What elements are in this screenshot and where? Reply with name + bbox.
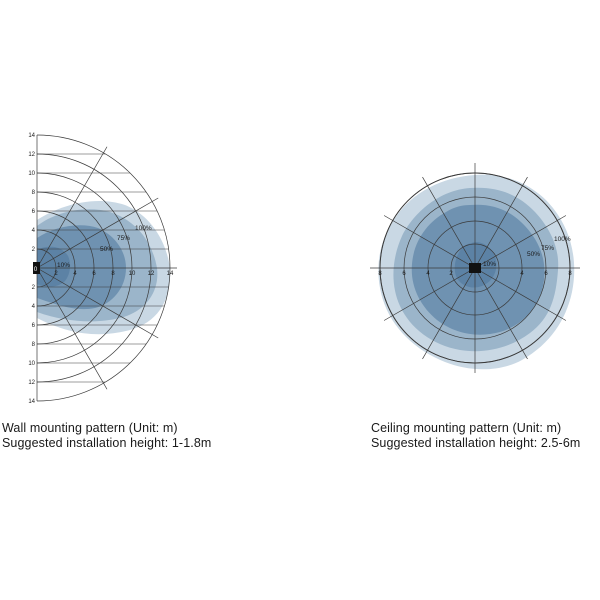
- ceiling-x-tick-right: 8: [568, 271, 572, 277]
- wall-x-tick: 14: [167, 271, 174, 277]
- wall-caption-height: Suggested installation height: 1-1.8m: [2, 436, 212, 450]
- wall-origin-label: 0: [34, 267, 38, 273]
- wall-y-tick-upper: 2: [32, 247, 36, 253]
- wall-y-tick-lower: 6: [32, 323, 36, 329]
- ceiling-x-tick-left: 4: [426, 271, 430, 277]
- ceiling-x-tick-left: 8: [378, 271, 382, 277]
- wall-y-tick-upper: 14: [28, 133, 35, 139]
- ceiling-x-tick-right: 6: [544, 271, 548, 277]
- ceiling-x-tick-right: 4: [520, 271, 524, 277]
- wall-y-tick-lower: 14: [28, 399, 35, 405]
- wall-zone-label-75: 75%: [117, 235, 130, 242]
- wall-zone-label-100: 100%: [135, 225, 152, 232]
- wall-y-ticks-upper: 2 4 6 8 10 12 14: [28, 133, 35, 253]
- wall-x-tick: 6: [92, 271, 96, 277]
- wall-y-tick-lower: 10: [28, 361, 35, 367]
- ceiling-x-tick-left: 2: [449, 271, 453, 277]
- ceiling-zone-label-50: 50%: [527, 251, 540, 258]
- ceiling-sensor: [469, 263, 481, 273]
- ceiling-zone-label-75: 75%: [541, 245, 554, 252]
- wall-x-tick: 12: [148, 271, 155, 277]
- wall-zone-10: [37, 246, 71, 287]
- wall-radial-line: [36, 267, 108, 390]
- wall-y-ticks-lower: 2 4 6 8 10 12 14: [28, 285, 35, 405]
- wall-y-tick-upper: 6: [32, 209, 36, 215]
- wall-y-tick-lower: 8: [32, 342, 36, 348]
- wall-y-tick-lower: 4: [32, 304, 36, 310]
- wall-x-tick: 8: [111, 271, 115, 277]
- wall-x-tick: 2: [54, 271, 58, 277]
- wall-x-tick: 10: [129, 271, 136, 277]
- wall-y-tick-lower: 12: [28, 380, 35, 386]
- wall-grid: [36, 134, 177, 402]
- wall-y-tick-lower: 2: [32, 285, 36, 291]
- ceiling-caption: Ceiling mounting pattern (Unit: m) Sugge…: [371, 421, 580, 451]
- wall-y-tick-upper: 12: [28, 152, 35, 158]
- wall-y-tick-upper: 8: [32, 190, 36, 196]
- wall-x-tick: 4: [73, 271, 77, 277]
- ceiling-zone-label-10: 10%: [483, 261, 496, 268]
- wall-zone-50: [37, 225, 126, 310]
- ceiling-caption-title: Ceiling mounting pattern (Unit: m): [371, 421, 562, 435]
- ceiling-caption-height: Suggested installation height: 2.5-6m: [371, 436, 581, 450]
- ceiling-zone-label-100: 100%: [554, 236, 571, 243]
- wall-zone-label-50: 50%: [100, 246, 113, 253]
- wall-radial-line: [36, 146, 108, 269]
- ceiling-x-tick-left: 6: [402, 271, 406, 277]
- ceiling-mounting-pattern: 8 6 4 2 4 6 8 10% 50% 75% 100%: [370, 163, 580, 373]
- wall-zone-label-10: 10%: [57, 262, 70, 269]
- wall-sensor: [33, 262, 40, 274]
- wall-y-tick-upper: 10: [28, 171, 35, 177]
- ceiling-x-ticks: 8 6 4 2 4 6 8: [378, 271, 572, 277]
- wall-caption: Wall mounting pattern (Unit: m) Suggeste…: [2, 421, 211, 451]
- wall-radial-line: [36, 197, 159, 269]
- wall-y-tick-upper: 4: [32, 228, 36, 234]
- wall-radial-line: [36, 267, 159, 339]
- wall-mounting-pattern: 0 2 4 6 8 10 12 14 2 4 6 8 10 12 14 2 4 6 8 10 12 14 10% 5…: [28, 133, 177, 405]
- wall-x-ticks: 2 4 6 8 10 12 14: [54, 271, 174, 277]
- wall-caption-title: Wall mounting pattern (Unit: m): [2, 421, 178, 435]
